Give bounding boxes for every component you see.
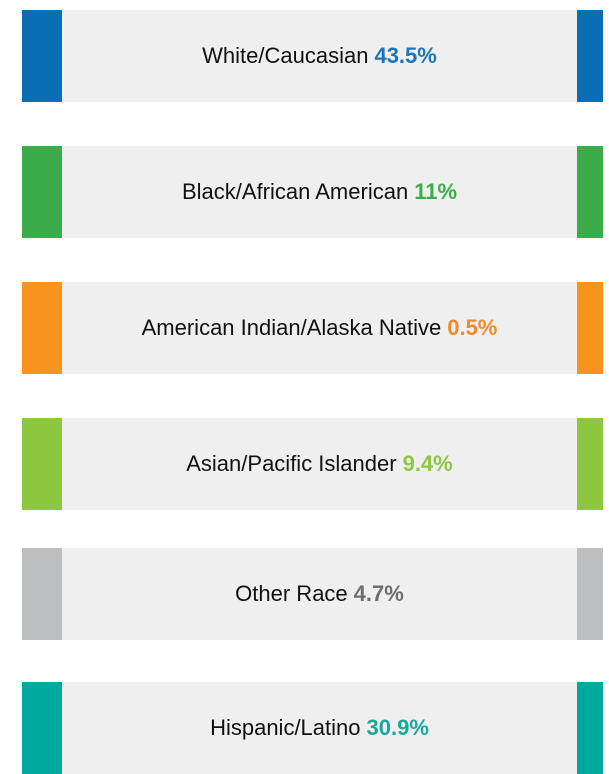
color-bar-right: [577, 146, 603, 238]
page: {"items": [ {"label": "White/Caucasian",…: [22, 10, 603, 774]
item-label: Asian/Pacific Islander: [186, 451, 397, 476]
item-box: Hispanic/Latino 30.9%: [22, 682, 603, 774]
color-bar-left: [22, 682, 62, 774]
item-text: White/Caucasian 43.5%: [62, 10, 577, 102]
item-text: Other Race 4.7%: [62, 548, 577, 640]
item-text: American Indian/Alaska Native 0.5%: [62, 282, 577, 374]
color-bar-right: [577, 548, 603, 640]
item-value: 9.4%: [402, 451, 453, 476]
color-bar-left: [22, 282, 62, 374]
color-bar-right: [577, 682, 603, 774]
item-value: 4.7%: [353, 581, 404, 606]
item-label: American Indian/Alaska Native: [141, 315, 442, 340]
item-box: American Indian/Alaska Native 0.5%: [22, 282, 603, 374]
color-bar-left: [22, 146, 62, 238]
color-bar-right: [577, 282, 603, 374]
item-text: Asian/Pacific Islander 9.4%: [62, 418, 577, 510]
item-label: Hispanic/Latino: [210, 715, 361, 740]
item-box: Asian/Pacific Islander 9.4%: [22, 418, 603, 510]
color-bar-left: [22, 418, 62, 510]
item-label: White/Caucasian: [202, 43, 369, 68]
item-value: 43.5%: [374, 43, 437, 68]
item-text: Hispanic/Latino 30.9%: [62, 682, 577, 774]
color-bar-left: [22, 10, 62, 102]
item-box: White/Caucasian 43.5%: [22, 10, 603, 102]
color-bar-left: [22, 548, 62, 640]
item-box: Other Race 4.7%: [22, 548, 603, 640]
item-value: 11%: [414, 179, 458, 204]
item-value: 30.9%: [366, 715, 429, 740]
item-box: Black/African American 11%: [22, 146, 603, 238]
item-text: Black/African American 11%: [62, 146, 577, 238]
item-value: 0.5%: [447, 315, 498, 340]
item-label: Black/African American: [181, 179, 409, 204]
item-label: Other Race: [235, 581, 348, 606]
color-bar-right: [577, 10, 603, 102]
color-bar-right: [577, 418, 603, 510]
